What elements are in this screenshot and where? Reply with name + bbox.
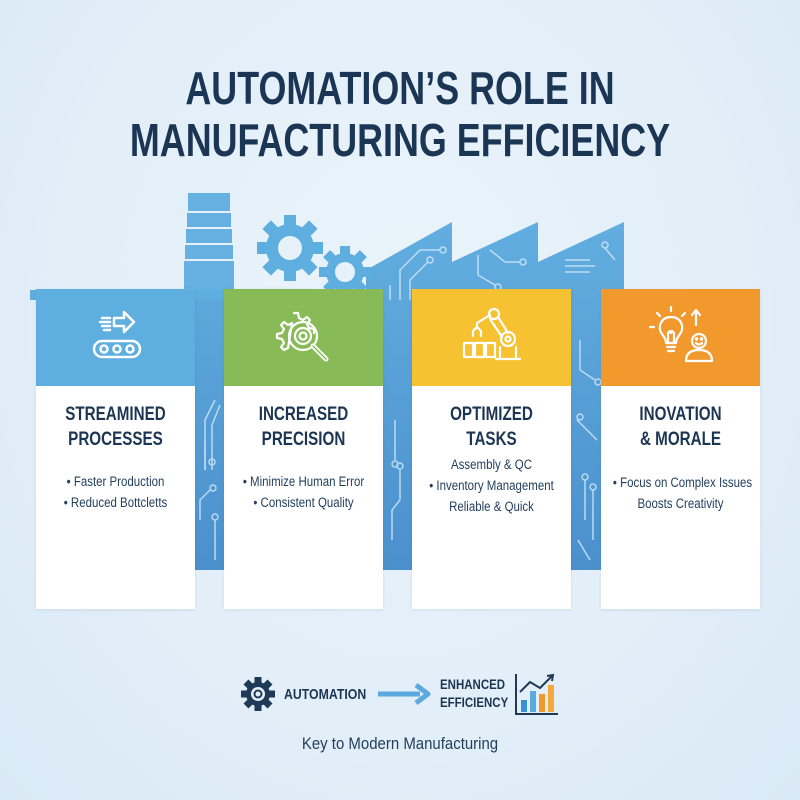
card-title-line-2: PROCESSES — [68, 429, 163, 450]
arrow-right-icon — [378, 683, 431, 705]
lightbulb-person-icon — [648, 305, 713, 362]
card-header — [36, 289, 195, 386]
card-innovation-morale: INOVATION & MORALE • Focus on Complex Is… — [601, 289, 760, 609]
tagline: Key to Modern Manufacturing — [301, 734, 499, 753]
gear-icon — [257, 215, 371, 298]
card-title: INCREASED PRECISION — [240, 402, 367, 452]
page-title: AUTOMATION’S ROLE IN MANUFACTURING EFFIC… — [88, 62, 712, 166]
card-increased-precision: INCREASED PRECISION • Minimize Human Err… — [224, 289, 383, 609]
bullet-item: Assembly & QC — [451, 457, 532, 472]
card-title-line-1: INCREASED — [258, 404, 349, 425]
bullet-item: • Reduced Bottcletts — [63, 495, 168, 510]
card-streamlined-processes: STREAMINED PROCESSES • Faster Production… — [36, 289, 195, 609]
card-title-line-1: INOVATION — [639, 404, 722, 425]
card-bullets: • Faster Production • Reduced Bottcletts — [48, 471, 183, 513]
card-title-line-2: TASKS — [466, 429, 517, 450]
automation-item: AUTOMATION — [240, 676, 384, 712]
efficiency-label-line-2: EFFICIENCY — [440, 694, 509, 710]
bullet-item: • Inventory Management — [429, 478, 554, 493]
efficiency-label-line-1: ENHANCED — [440, 676, 506, 692]
card-header — [412, 289, 571, 386]
bullet-item: • Minimize Human Error — [242, 474, 365, 489]
efficiency-label: ENHANCED EFFICIENCY — [440, 675, 508, 711]
card-title-line-2: PRECISION — [261, 429, 346, 450]
bullet-item: • Focus on Complex Issues — [612, 475, 753, 490]
card-title: OPTIMIZED TASKS — [428, 402, 555, 452]
card-title-line-1: OPTIMIZED — [450, 404, 533, 425]
card-title: STREAMINED PROCESSES — [52, 402, 179, 452]
title-line-1: AUTOMATION’S ROLE IN — [185, 62, 615, 114]
bullet-item: Reliable & Quick — [449, 499, 534, 514]
title-line-2: MANUFACTURING EFFICIENCY — [129, 114, 671, 166]
gear-icon — [241, 677, 275, 711]
enhanced-efficiency-item: ENHANCED EFFICIENCY — [440, 675, 523, 711]
bullet-item: • Faster Production — [66, 474, 165, 489]
card-optimized-tasks: OPTIMIZED TASKS Assembly & QC • Inventor… — [412, 289, 571, 609]
card-title-line-1: STREAMINED — [65, 404, 166, 425]
gear-magnifier-icon — [275, 311, 328, 361]
card-title: INOVATION & MORALE — [617, 402, 744, 452]
robotic-arm-icon — [462, 307, 521, 360]
footer-flow: AUTOMATION ENHANCED EFFICIENCY — [0, 670, 800, 720]
growth-chart-icon — [515, 673, 558, 715]
card-header — [224, 289, 383, 386]
card-bullets: Assembly & QC • Inventory Management Rel… — [424, 454, 559, 517]
card-header — [601, 289, 760, 386]
bullet-item: Boosts Creativity — [637, 496, 724, 511]
card-bullets: • Focus on Complex Issues Boosts Creativ… — [612, 472, 753, 514]
card-bullets: • Minimize Human Error • Consistent Qual… — [236, 471, 371, 513]
card-title-line-2: & MORALE — [639, 429, 722, 450]
automation-label: AUTOMATION — [284, 685, 367, 703]
chimney-icon — [184, 193, 234, 301]
circuit-pattern — [199, 241, 616, 561]
bullet-item: • Consistent Quality — [253, 495, 354, 510]
conveyor-belt-icon — [92, 310, 141, 358]
